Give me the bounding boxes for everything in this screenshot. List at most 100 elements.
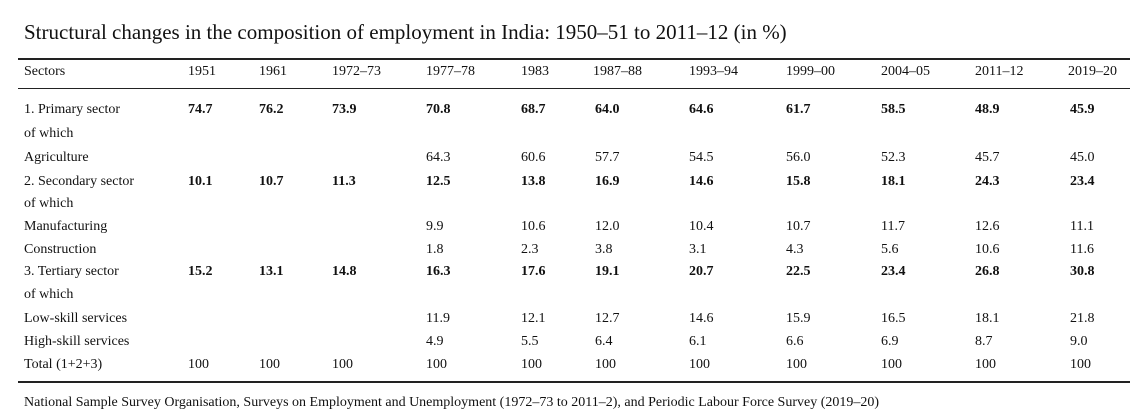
row-label: 1. Primary sector (24, 102, 121, 117)
table-cell: 64.6 (689, 102, 714, 117)
table-row: Manufacturing 9.9 10.6 12.0 10.4 10.7 11… (0, 215, 1141, 239)
table-cell: 57.7 (595, 150, 620, 165)
table-cell: 100 (259, 357, 280, 372)
table-cell: 45.0 (1070, 150, 1095, 165)
table-cell: 14.6 (689, 311, 714, 326)
header-year: 1972–73 (332, 64, 381, 79)
table-row: 2. Secondary sector 10.1 10.7 11.3 12.5 … (0, 170, 1141, 194)
table-cell: 11.9 (426, 311, 450, 326)
table-cell: 16.3 (426, 264, 451, 279)
table-cell: 73.9 (332, 102, 357, 117)
table-cell: 1.8 (426, 242, 444, 257)
table-cell: 17.6 (521, 264, 546, 279)
table-cell: 100 (975, 357, 996, 372)
header-year: 1977–78 (426, 64, 475, 79)
table-cell: 15.2 (188, 264, 213, 279)
table-row: of which (0, 192, 1141, 216)
table-cell: 9.0 (1070, 334, 1088, 349)
table-cell: 100 (332, 357, 353, 372)
header-rule (18, 88, 1130, 89)
table-cell: 15.8 (786, 174, 811, 189)
table-cell: 30.8 (1070, 264, 1095, 279)
table-cell: 5.5 (521, 334, 539, 349)
table-row: of which (0, 122, 1141, 146)
header-year: 2011–12 (975, 64, 1024, 79)
table-cell: 74.7 (188, 102, 213, 117)
table-row: 1. Primary sector 74.7 76.2 73.9 70.8 68… (0, 98, 1141, 122)
table-cell: 10.6 (521, 219, 546, 234)
row-label: of which (24, 126, 74, 141)
table-cell: 64.0 (595, 102, 620, 117)
table-cell: 12.1 (521, 311, 546, 326)
table-cell: 10.1 (188, 174, 213, 189)
header-year: 1951 (188, 64, 216, 79)
table-cell: 10.6 (975, 242, 1000, 257)
table-bottom-rule (18, 381, 1130, 383)
table-cell: 100 (881, 357, 902, 372)
table-cell: 100 (595, 357, 616, 372)
table-cell: 61.7 (786, 102, 811, 117)
table-cell: 10.7 (259, 174, 284, 189)
table-cell: 5.6 (881, 242, 899, 257)
table-cell: 11.6 (1070, 242, 1094, 257)
table-cell: 56.0 (786, 150, 811, 165)
table-row: High-skill services 4.9 5.5 6.4 6.1 6.6 … (0, 330, 1141, 354)
table-cell: 64.3 (426, 150, 451, 165)
row-label: 2. Secondary sector (24, 174, 135, 189)
table-cell: 12.0 (595, 219, 620, 234)
table-cell: 20.7 (689, 264, 714, 279)
table-cell: 12.7 (595, 311, 620, 326)
table-cell: 11.1 (1070, 219, 1094, 234)
table-cell: 100 (1070, 357, 1091, 372)
table-cell: 68.7 (521, 102, 546, 117)
table-cell: 100 (786, 357, 807, 372)
header-sectors: Sectors (24, 64, 66, 79)
table-cell: 3.1 (689, 242, 707, 257)
table-cell: 6.1 (689, 334, 707, 349)
row-label: High-skill services (24, 334, 130, 349)
table-cell: 18.1 (975, 311, 1000, 326)
row-label: Total (1+2+3) (24, 357, 103, 372)
table-cell: 13.8 (521, 174, 546, 189)
header-year: 1993–94 (689, 64, 738, 79)
table-cell: 12.5 (426, 174, 451, 189)
row-label: Manufacturing (24, 219, 108, 234)
table-cell: 76.2 (259, 102, 284, 117)
header-year: 1999–00 (786, 64, 835, 79)
table-cell: 19.1 (595, 264, 620, 279)
table-cell: 6.6 (786, 334, 804, 349)
table-cell: 21.8 (1070, 311, 1095, 326)
table-cell: 16.5 (881, 311, 906, 326)
table-row: Construction 1.8 2.3 3.8 3.1 4.3 5.6 10.… (0, 238, 1141, 262)
row-label: Low-skill services (24, 311, 128, 326)
source-note: National Sample Survey Organisation, Sur… (24, 395, 880, 410)
table-row: Total (1+2+3) 100 100 100 100 100 100 10… (0, 353, 1141, 377)
table-cell: 18.1 (881, 174, 906, 189)
header-year: 1983 (521, 64, 549, 79)
table-cell: 54.5 (689, 150, 714, 165)
table-cell: 4.9 (426, 334, 444, 349)
table-cell: 52.3 (881, 150, 906, 165)
table-cell: 4.3 (786, 242, 804, 257)
header-year: 2019–20 (1068, 64, 1117, 79)
table-cell: 11.3 (332, 174, 356, 189)
table-title: Structural changes in the composition of… (24, 20, 787, 44)
table-cell: 11.7 (881, 219, 905, 234)
table-cell: 10.7 (786, 219, 811, 234)
table-row: Agriculture 64.3 60.6 57.7 54.5 56.0 52.… (0, 146, 1141, 170)
table-cell: 100 (689, 357, 710, 372)
table-row: 3. Tertiary sector 15.2 13.1 14.8 16.3 1… (0, 260, 1141, 284)
table-cell: 9.9 (426, 219, 444, 234)
table-cell: 8.7 (975, 334, 993, 349)
table-cell: 3.8 (595, 242, 613, 257)
table-cell: 22.5 (786, 264, 811, 279)
row-label: of which (24, 287, 74, 302)
table-cell: 6.9 (881, 334, 899, 349)
row-label: of which (24, 196, 74, 211)
table-cell: 45.9 (1070, 102, 1095, 117)
header-year: 2004–05 (881, 64, 930, 79)
header-year: 1987–88 (593, 64, 642, 79)
row-label: Construction (24, 242, 97, 257)
table-cell: 14.8 (332, 264, 357, 279)
table-cell: 13.1 (259, 264, 284, 279)
